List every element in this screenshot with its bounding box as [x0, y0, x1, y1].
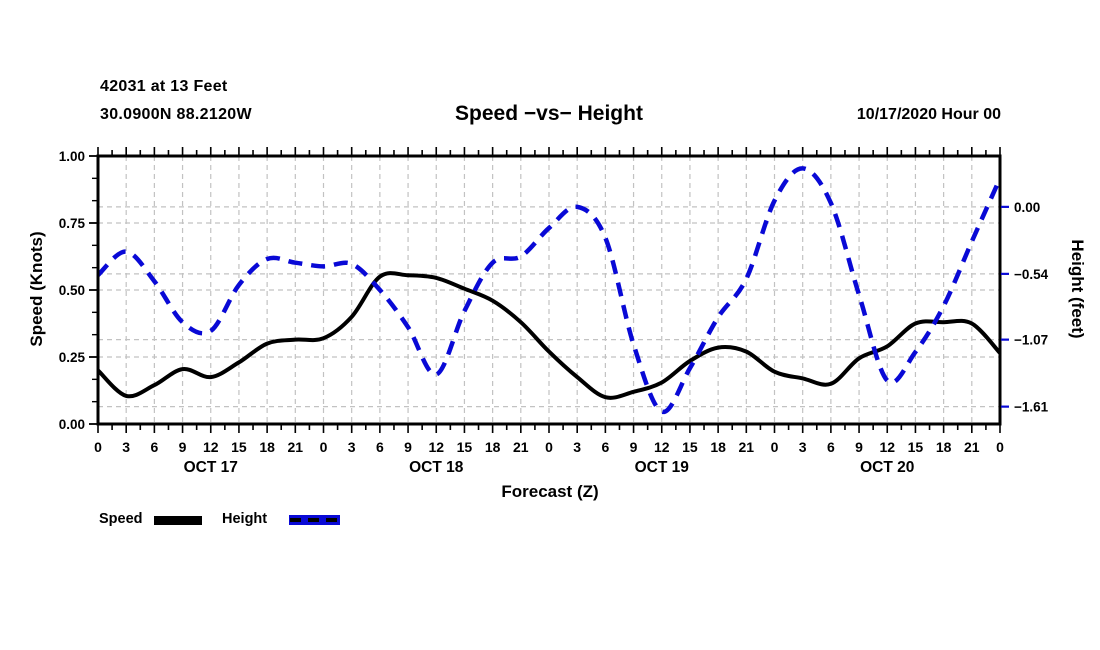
x-tick-label: 12	[428, 439, 444, 455]
x-tick-label: 12	[654, 439, 670, 455]
x-tick-label: 0	[996, 439, 1004, 455]
x-tick-label: 15	[457, 439, 473, 455]
x-tick-label: 15	[682, 439, 698, 455]
x-tick-label: 21	[513, 439, 529, 455]
x-tick-label: 0	[94, 439, 102, 455]
right-axis-title: Height (feet)	[1068, 239, 1087, 339]
speed-tick-label: 0.25	[59, 350, 86, 365]
height-tick-label: −1.07	[1014, 333, 1048, 348]
x-tick-label: 9	[404, 439, 412, 455]
height-tick-label: −1.61	[1014, 400, 1049, 415]
x-axis-title: Forecast (Z)	[501, 482, 599, 501]
x-tick-label: 6	[376, 439, 384, 455]
legend-height-swatch	[289, 515, 340, 525]
legend-speed-label: Speed	[99, 511, 143, 527]
day-label: OCT 19	[635, 459, 690, 476]
height-tick-label: −0.54	[1014, 267, 1049, 282]
day-label: OCT 18	[409, 459, 464, 476]
speed-curve	[96, 271, 1002, 400]
speed-tick-label: 1.00	[59, 149, 85, 164]
forecast-datetime-label: 10/17/2020 Hour 00	[856, 106, 1001, 123]
plot-frame	[96, 154, 1002, 426]
day-label: OCT 17	[184, 459, 238, 476]
height-tick-label: 0.00	[1014, 200, 1040, 215]
x-tick-label: 12	[879, 439, 895, 455]
speed-tick-label: 0.50	[59, 283, 85, 298]
x-tick-label: 3	[122, 439, 130, 455]
x-tick-label: 9	[855, 439, 863, 455]
height-curve	[96, 166, 1003, 414]
x-tick-label: 15	[908, 439, 924, 455]
x-tick-label: 15	[231, 439, 247, 455]
legend-height-label: Height	[222, 511, 268, 527]
day-label: OCT 20	[860, 459, 914, 476]
x-tick-label: 9	[179, 439, 187, 455]
speed-tick-label: 0.75	[59, 216, 86, 231]
x-tick-label: 21	[739, 439, 755, 455]
left-axis-title: Speed (Knots)	[27, 231, 46, 347]
x-tick-label: 0	[320, 439, 328, 455]
chart-title: Speed −vs− Height	[455, 102, 643, 125]
x-tick-label: 3	[348, 439, 356, 455]
x-tick-label: 18	[485, 439, 501, 455]
x-tick-label: 6	[601, 439, 609, 455]
x-tick-label: 3	[799, 439, 807, 455]
x-tick-label: 12	[203, 439, 219, 455]
station-coordinates-label: 30.0900N 88.2120W	[100, 106, 252, 123]
x-tick-label: 21	[288, 439, 304, 455]
x-tick-label: 18	[710, 439, 726, 455]
x-tick-label: 0	[545, 439, 553, 455]
legend-speed-swatch	[154, 516, 202, 525]
x-tick-label: 0	[771, 439, 779, 455]
station-id-label: 42031 at 13 Feet	[100, 78, 228, 95]
speed-tick-label: 0.00	[59, 417, 85, 432]
x-tick-label: 9	[630, 439, 638, 455]
x-tick-label: 6	[150, 439, 158, 455]
x-tick-label: 6	[827, 439, 835, 455]
x-tick-label: 3	[573, 439, 581, 455]
x-tick-label: 18	[936, 439, 952, 455]
legend-height-dash-pattern	[290, 518, 339, 522]
x-tick-label: 21	[964, 439, 980, 455]
x-tick-label: 18	[259, 439, 275, 455]
